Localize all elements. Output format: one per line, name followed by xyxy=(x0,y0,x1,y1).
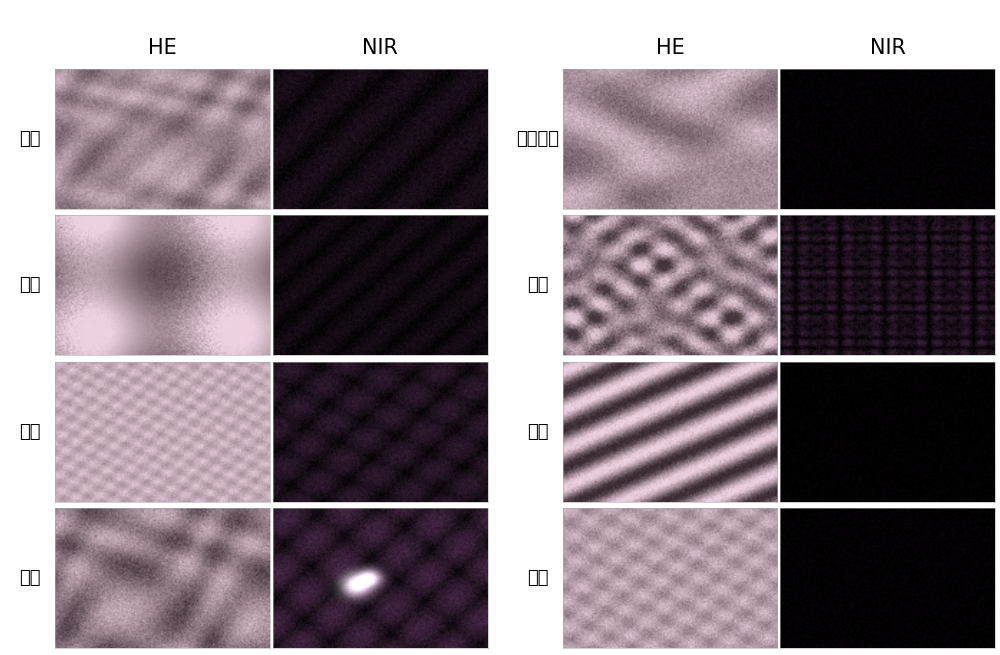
Text: 右肺: 右肺 xyxy=(527,276,548,294)
Text: 十二指肠: 十二指肠 xyxy=(516,130,559,148)
Text: HE: HE xyxy=(656,38,684,58)
Text: 胸腔: 胸腔 xyxy=(527,569,548,588)
Text: NIR: NIR xyxy=(362,38,398,58)
Text: 结肠: 结肠 xyxy=(527,423,548,441)
Text: 肝脏: 肝脏 xyxy=(19,423,41,441)
Text: 乳腔: 乳腔 xyxy=(19,130,41,148)
Text: NIR: NIR xyxy=(870,38,906,58)
Text: 左肺: 左肺 xyxy=(19,276,41,294)
Text: HE: HE xyxy=(148,38,177,58)
Text: 肉瘾: 肉瘾 xyxy=(19,569,41,588)
